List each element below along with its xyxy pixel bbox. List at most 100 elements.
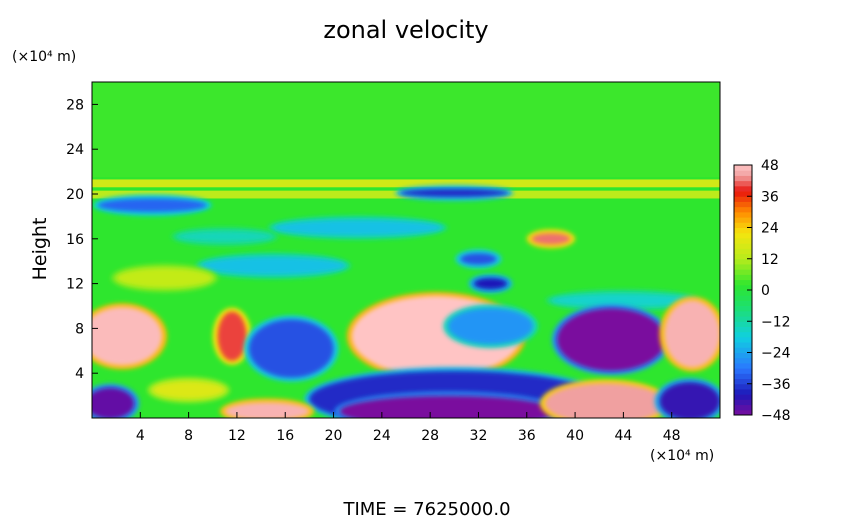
y-tick-label: 24 xyxy=(66,142,84,158)
colorbar-segment xyxy=(734,373,752,380)
colorbar-segment xyxy=(734,357,752,364)
x-tick-label: 4 xyxy=(136,428,145,444)
colorbar-segment xyxy=(734,310,752,317)
field-region xyxy=(92,179,720,188)
colorbar-segment xyxy=(734,347,752,353)
field-region xyxy=(399,188,509,197)
colorbar-segment xyxy=(734,404,752,411)
colorbar-segment xyxy=(734,300,752,307)
chart-title: zonal velocity xyxy=(323,16,488,44)
colorbar-tick-label: 24 xyxy=(761,221,779,237)
field-region xyxy=(544,383,666,418)
colorbar-tick-label: 12 xyxy=(761,252,779,268)
field-region xyxy=(339,395,557,418)
field-region xyxy=(460,253,497,265)
colorbar-segment xyxy=(734,284,752,291)
x-tick-label: 36 xyxy=(518,428,536,444)
colorbar-segment xyxy=(734,232,752,239)
colorbar-segment xyxy=(734,269,752,275)
plot-frame xyxy=(91,81,721,419)
colorbar-segment xyxy=(734,378,752,385)
y-tick-label: 16 xyxy=(66,232,84,248)
colorbar-segment xyxy=(734,185,752,192)
x-tick-label: 32 xyxy=(470,428,488,444)
colorbar: 48 36 24 12 0 −12 −24 −36 −48 xyxy=(733,158,791,424)
x-tick-label: 44 xyxy=(614,428,632,444)
colorbar-segment xyxy=(734,248,752,255)
x-tick-label: 28 xyxy=(421,428,439,444)
field-region xyxy=(550,293,696,308)
field-region xyxy=(448,308,533,345)
x-axis-units: (×10⁴ m) xyxy=(650,448,714,464)
x-tick-label: 16 xyxy=(276,428,294,444)
x-tick-label: 40 xyxy=(566,428,584,444)
x-tick-label: 8 xyxy=(184,428,193,444)
colorbar-segment xyxy=(734,295,752,301)
colorbar-tick-label: 48 xyxy=(761,158,779,174)
colorbar-segment xyxy=(734,201,752,208)
colorbar-tick-label: 0 xyxy=(761,283,770,299)
y-tick-label: 12 xyxy=(66,277,84,293)
colorbar-segment xyxy=(734,222,752,228)
colorbar-segment xyxy=(734,253,752,260)
colorbar-segment xyxy=(734,388,752,395)
field-region xyxy=(531,233,571,245)
colorbar-segment xyxy=(734,217,752,223)
colorbar-segment xyxy=(734,336,752,343)
heatmap-field xyxy=(92,82,720,418)
colorbar-tick-label: −48 xyxy=(761,408,791,424)
field-region xyxy=(556,308,666,371)
y-tick-label: 28 xyxy=(66,97,84,113)
field-region xyxy=(273,219,443,236)
colorbar-segment xyxy=(734,394,752,400)
colorbar-segment xyxy=(734,409,752,416)
colorbar-segment xyxy=(734,331,752,338)
colorbar-segment xyxy=(734,243,752,249)
colorbar-segment xyxy=(734,206,752,213)
colorbar-segment xyxy=(734,352,752,359)
x-tick-label: 24 xyxy=(373,428,391,444)
colorbar-segment xyxy=(734,258,752,265)
colorbar-segment xyxy=(734,263,752,270)
field-region xyxy=(92,387,135,418)
colorbar-segment xyxy=(734,305,752,312)
field-region xyxy=(659,382,720,418)
colorbar-segment xyxy=(734,170,752,176)
field-region xyxy=(473,278,508,290)
colorbar-tick-label: −36 xyxy=(761,377,791,393)
y-tick-label: 20 xyxy=(66,187,84,203)
y-tick-label: 8 xyxy=(75,321,84,337)
colorbar-segment xyxy=(734,175,752,182)
colorbar-segment xyxy=(734,321,752,327)
colorbar-segment xyxy=(734,383,752,390)
field-region xyxy=(217,311,247,361)
time-footer: TIME = 7625000.0 xyxy=(342,499,510,519)
field-region xyxy=(664,300,720,368)
field-region xyxy=(92,307,163,366)
x-tick-label: 12 xyxy=(228,428,246,444)
colorbar-segment xyxy=(734,274,752,281)
colorbar-segment xyxy=(734,180,752,187)
colorbar-segment xyxy=(734,196,752,202)
colorbar-segment xyxy=(734,165,752,171)
field-region xyxy=(224,402,310,418)
colorbar-segment xyxy=(734,362,752,369)
colorbar-segment xyxy=(734,316,752,322)
field-region xyxy=(200,256,346,275)
field-region xyxy=(152,381,225,399)
x-tick-label: 20 xyxy=(325,428,343,444)
colorbar-tick-label: 36 xyxy=(761,189,779,205)
x-tick-label: 48 xyxy=(663,428,681,444)
y-axis-units: (×10⁴ m) xyxy=(12,49,76,65)
colorbar-segment xyxy=(734,279,752,286)
colorbar-segment xyxy=(734,368,752,374)
colorbar-segment xyxy=(734,342,752,348)
colorbar-tick-label: −24 xyxy=(761,346,791,362)
colorbar-segment xyxy=(734,326,752,333)
field-region xyxy=(116,267,213,289)
field-region xyxy=(98,198,207,212)
field-region xyxy=(176,230,274,243)
colorbar-segment xyxy=(734,211,752,218)
